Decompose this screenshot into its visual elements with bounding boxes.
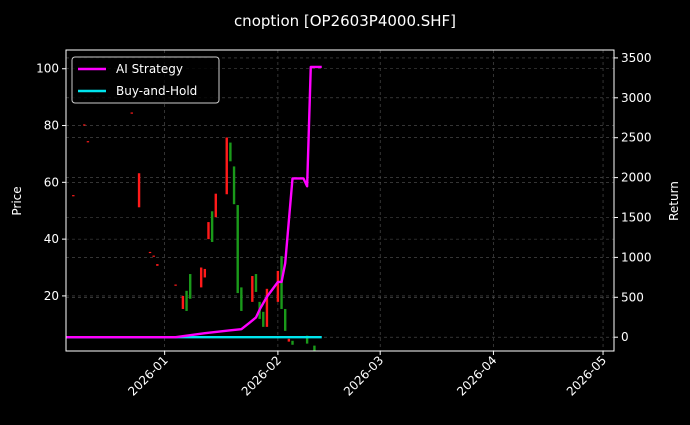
- candle: [174, 284, 177, 286]
- candle: [236, 205, 239, 294]
- candle: [291, 340, 294, 345]
- candle: [72, 195, 75, 197]
- candle: [86, 141, 90, 143]
- y-tick-label: 60: [44, 175, 59, 189]
- candle: [156, 264, 159, 266]
- legend-box: [71, 56, 220, 104]
- candle: [83, 124, 86, 126]
- candle: [287, 338, 291, 342]
- candle: [210, 211, 214, 242]
- candle: [284, 308, 287, 331]
- candle: [214, 193, 217, 218]
- y-tick-label: 40: [44, 232, 59, 246]
- candle: [137, 173, 141, 208]
- candle: [203, 268, 207, 278]
- candle: [148, 251, 152, 254]
- y2-tick-label: 3000: [621, 91, 652, 105]
- y2-tick-label: 0: [621, 330, 629, 344]
- candle: [276, 270, 280, 302]
- legend-label-bh: Buy-and-Hold: [116, 84, 197, 98]
- candle: [152, 255, 155, 257]
- candle: [225, 137, 228, 195]
- candle: [229, 142, 232, 162]
- candle: [189, 274, 192, 299]
- y-axis-left: 20 40 60 80 100: [36, 62, 66, 303]
- candle: [199, 267, 203, 288]
- candle: [254, 274, 258, 292]
- x-axis: 2026-01 2026-02 2026-03 2026-04 2026-05: [125, 351, 609, 399]
- candle: [207, 222, 210, 240]
- y2-tick-label: 500: [621, 290, 644, 304]
- y2-tick-label: 2500: [621, 131, 652, 145]
- candle: [251, 276, 254, 302]
- y2-axis-label: Return: [667, 181, 681, 221]
- y-tick-label: 100: [36, 62, 59, 76]
- chart-title: cnoption [OP2603P4000.SHF]: [234, 12, 456, 30]
- candles: [72, 112, 316, 351]
- y-tick-label: 20: [44, 289, 59, 303]
- y2-tick-label: 2000: [621, 171, 652, 185]
- series-lines: [66, 65, 322, 339]
- legend: AI Strategy Buy-and-Hold: [71, 56, 220, 104]
- x-tick-label: 2026-02: [239, 353, 284, 398]
- y2-tick-label: 1500: [621, 210, 652, 224]
- candle: [305, 335, 309, 344]
- x-tick-label: 2026-05: [564, 353, 609, 398]
- series-line-ai-strategy: [66, 65, 322, 339]
- candle: [185, 290, 188, 311]
- candle: [313, 345, 316, 351]
- x-tick-label: 2026-04: [454, 353, 499, 398]
- y2-tick-label: 3500: [621, 51, 652, 65]
- x-tick-label: 2026-03: [341, 353, 386, 398]
- y-axis-label: Price: [10, 186, 24, 215]
- x-tick-label: 2026-01: [125, 353, 170, 398]
- candle: [130, 112, 133, 114]
- y-axis-right: 0 500 1000 1500 2000 2500 3000 3500: [614, 51, 652, 344]
- candle: [262, 311, 265, 327]
- y-tick-label: 80: [44, 119, 59, 133]
- candle: [240, 287, 243, 311]
- plot-frame: [65, 49, 615, 352]
- y2-tick-label: 1000: [621, 250, 652, 264]
- candle: [265, 288, 269, 327]
- candle: [232, 166, 236, 205]
- candle: [181, 295, 185, 309]
- legend-label-ai: AI Strategy: [116, 62, 183, 76]
